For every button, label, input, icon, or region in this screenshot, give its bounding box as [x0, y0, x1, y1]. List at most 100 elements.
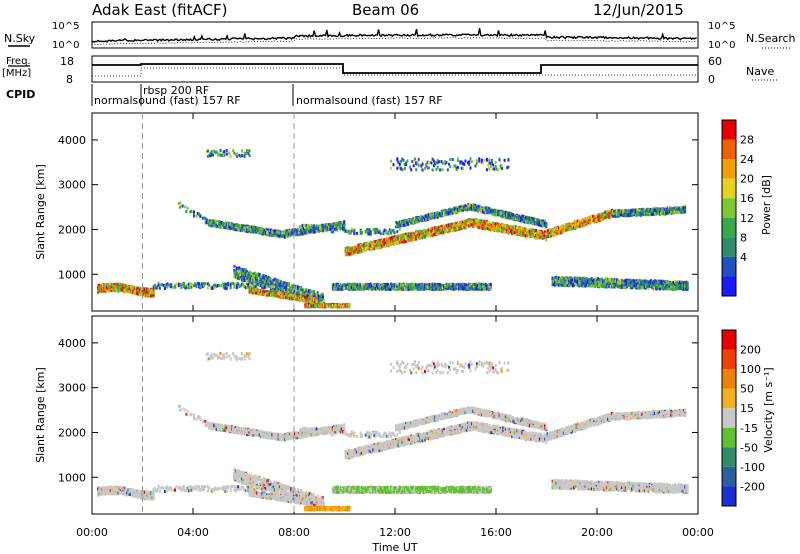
power-cell	[333, 224, 336, 228]
power-cell	[345, 248, 348, 252]
power-cell	[249, 272, 252, 276]
power-cell	[103, 283, 106, 287]
power-cell	[227, 283, 230, 287]
power-cell	[451, 223, 454, 226]
power-cell	[441, 226, 444, 230]
power-cell	[214, 224, 217, 228]
power-cell	[328, 227, 331, 231]
power-cell	[246, 226, 248, 230]
power-cell	[252, 225, 255, 229]
power-cell	[147, 293, 150, 297]
power-cell	[336, 226, 339, 230]
power-cell	[97, 284, 99, 288]
power-cell	[396, 235, 399, 239]
power-cell	[249, 288, 252, 292]
power-cell	[516, 230, 519, 234]
power-cell	[157, 281, 160, 285]
power-cell	[544, 234, 546, 238]
power-cell	[441, 212, 444, 216]
power-cell	[225, 286, 228, 290]
power-cell	[393, 235, 396, 239]
power-cell	[290, 288, 293, 292]
power-cell	[296, 228, 299, 232]
power-cell	[388, 228, 391, 232]
power-cell	[459, 221, 462, 224]
power-cell	[280, 286, 283, 290]
power-cell	[257, 289, 260, 293]
power-cell	[455, 228, 458, 232]
power-cell	[275, 234, 278, 238]
power-cell	[199, 215, 202, 218]
power-cell	[330, 224, 333, 228]
power-cell	[290, 233, 293, 237]
power-cell	[237, 269, 240, 273]
power-cell	[300, 230, 303, 234]
power-cell	[237, 271, 240, 275]
power-cell	[522, 228, 525, 232]
power-cell	[411, 218, 414, 222]
power-cell	[374, 244, 377, 248]
power-cell	[340, 226, 343, 230]
power-cell	[112, 288, 115, 292]
power-cell	[405, 240, 408, 243]
power-cell	[166, 282, 169, 286]
power-cell	[506, 224, 509, 228]
power-cell	[431, 234, 434, 237]
power-cell	[184, 205, 187, 209]
power-cell	[282, 234, 285, 238]
power-cell	[261, 292, 264, 296]
power-cell	[229, 286, 232, 290]
power-cell	[406, 235, 409, 238]
power-cell	[420, 232, 423, 236]
power-cell	[283, 234, 286, 238]
power-cell	[266, 232, 269, 236]
power-cell	[369, 232, 372, 236]
power-cell	[485, 221, 488, 225]
power-cell	[252, 285, 255, 289]
power-cell	[288, 287, 291, 291]
power-cell	[186, 283, 189, 287]
power-cell	[358, 249, 361, 253]
power-cell	[319, 227, 322, 231]
power-cell	[169, 283, 171, 287]
power-cell	[254, 285, 257, 289]
power-cell	[299, 288, 301, 291]
power-cell	[503, 230, 506, 234]
power-cell	[502, 223, 505, 227]
cpid-segment-3: normalsound (fast) 157 RF	[296, 94, 443, 107]
power-cell	[320, 297, 323, 301]
power-cell	[278, 295, 281, 299]
power-cell	[306, 227, 309, 231]
power-cell	[450, 225, 453, 229]
power-cell	[421, 231, 424, 235]
power-cell	[424, 228, 426, 232]
power-cell	[148, 288, 151, 292]
power-cell	[417, 218, 420, 222]
power-cell	[142, 292, 145, 296]
power-cell	[342, 305, 344, 308]
power-cell	[265, 285, 267, 289]
power-cell	[345, 247, 348, 251]
power-cell	[239, 268, 242, 271]
power-cell	[107, 287, 110, 290]
power-cell	[285, 293, 288, 296]
power-cell	[256, 290, 259, 294]
power-cell	[398, 234, 401, 238]
power-cell	[334, 225, 337, 229]
power-cell	[440, 214, 443, 218]
power-cell	[450, 228, 453, 232]
power-cell	[318, 224, 320, 228]
power-cell	[241, 227, 243, 231]
power-cell	[302, 227, 305, 230]
power-cell	[464, 220, 467, 224]
power-cell	[128, 287, 131, 291]
power-cell	[248, 288, 251, 292]
power-cell	[146, 293, 149, 297]
power-cell	[228, 222, 231, 225]
power-cell	[526, 234, 529, 238]
power-cell	[378, 229, 381, 233]
power-cell	[302, 297, 305, 300]
power-cell	[459, 227, 462, 231]
power-cell	[444, 211, 447, 215]
power-cell	[494, 226, 497, 230]
